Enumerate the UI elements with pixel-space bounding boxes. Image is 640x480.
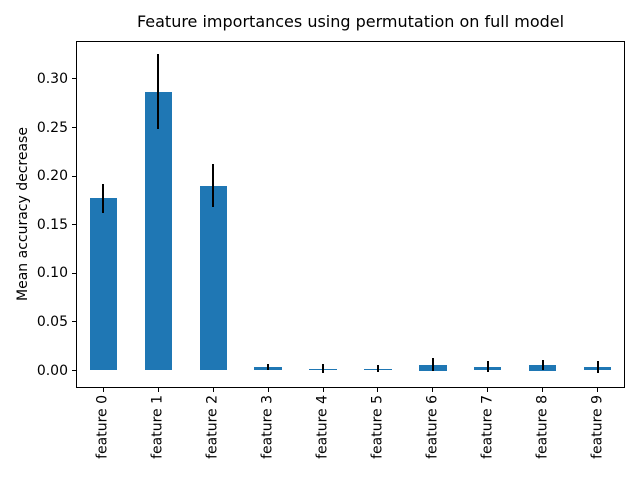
x-tick-label-text: feature 1 xyxy=(149,395,166,459)
x-tick-mark xyxy=(487,388,489,392)
error-bar-feature-4 xyxy=(322,363,325,374)
x-tick-label: feature 4 xyxy=(315,395,332,459)
error-bar-feature-2 xyxy=(212,164,215,208)
x-tick-mark xyxy=(432,388,434,392)
chart-title: Feature importances using permutation on… xyxy=(136,12,565,31)
x-tick-label-text: feature 9 xyxy=(589,395,606,459)
y-tick-label: 0.10 xyxy=(36,265,68,282)
x-tick-label-text: feature 0 xyxy=(94,395,111,459)
error-bar-feature-7 xyxy=(486,360,489,373)
x-tick-label: feature 8 xyxy=(534,395,551,459)
x-tick-label-text: feature 6 xyxy=(424,395,441,459)
y-tick-mark xyxy=(72,78,76,80)
x-tick-label: feature 2 xyxy=(205,395,222,459)
bar-feature-2 xyxy=(199,185,227,371)
error-bar-feature-5 xyxy=(376,364,379,373)
error-bar-feature-8 xyxy=(541,360,544,371)
x-tick-label: feature 5 xyxy=(369,395,386,459)
y-tick-label: 0.30 xyxy=(36,70,68,87)
x-tick-label-text: feature 7 xyxy=(479,395,496,459)
x-tick-label: feature 9 xyxy=(589,395,606,459)
y-tick-mark xyxy=(72,224,76,226)
x-tick-mark xyxy=(597,388,599,392)
x-tick-mark xyxy=(157,388,159,392)
x-tick-mark xyxy=(377,388,379,392)
y-tick-label: 0.15 xyxy=(36,216,68,233)
y-tick-label: 0.00 xyxy=(36,362,68,379)
x-tick-label-text: feature 4 xyxy=(314,395,331,459)
x-tick-label: feature 6 xyxy=(424,395,441,459)
x-tick-label: feature 7 xyxy=(479,395,496,459)
y-tick-mark xyxy=(72,321,76,323)
error-bar-feature-3 xyxy=(267,364,270,370)
bar-feature-0 xyxy=(89,198,118,371)
x-tick-label-text: feature 8 xyxy=(534,395,551,459)
bar-feature-1 xyxy=(144,91,173,371)
y-tick-mark xyxy=(72,175,76,177)
x-tick-mark xyxy=(212,388,214,392)
x-tick-label-text: feature 2 xyxy=(204,395,221,459)
y-tick-label: 0.25 xyxy=(36,119,68,136)
error-bar-feature-1 xyxy=(157,53,160,130)
y-tick-mark xyxy=(72,272,76,274)
error-bar-feature-6 xyxy=(431,357,434,372)
error-bar-feature-9 xyxy=(596,361,599,373)
error-bar-feature-0 xyxy=(102,183,105,214)
x-tick-mark xyxy=(102,388,104,392)
x-tick-mark xyxy=(267,388,269,392)
y-tick-mark xyxy=(72,127,76,128)
x-tick-label: feature 1 xyxy=(150,395,167,459)
x-tick-label: feature 3 xyxy=(260,395,277,459)
x-tick-mark xyxy=(322,388,324,392)
x-tick-mark xyxy=(542,388,544,392)
x-tick-label-text: feature 3 xyxy=(259,395,276,459)
y-tick-mark xyxy=(72,370,76,371)
y-tick-label: 0.20 xyxy=(36,168,68,185)
y-tick-label: 0.05 xyxy=(36,313,68,330)
x-tick-label-text: feature 5 xyxy=(369,395,386,459)
x-tick-label: feature 0 xyxy=(95,395,112,459)
